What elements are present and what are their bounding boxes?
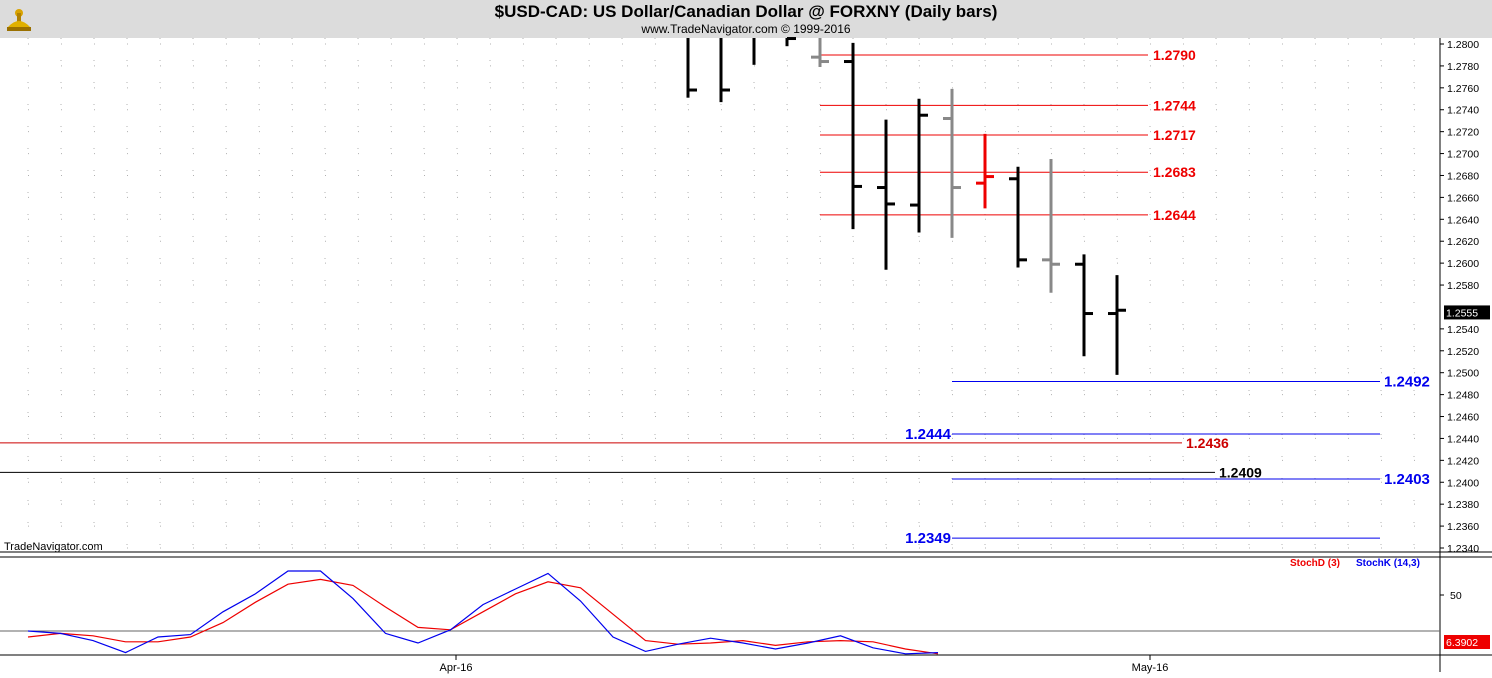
watermark: TradeNavigator.com bbox=[4, 541, 103, 553]
level-label: 1.2790 bbox=[1153, 47, 1196, 63]
price-axis: 1.2800 1.2780 1.2760 1.2740 1.2720 1.2700 1.26… bbox=[1440, 39, 1490, 555]
y-tick-label: 1.2460 bbox=[1447, 412, 1479, 424]
x-tick-label: Apr-16 bbox=[439, 662, 472, 674]
y-tick-label: 1.2800 bbox=[1447, 39, 1479, 51]
y-tick-label: 1.2440 bbox=[1447, 433, 1479, 445]
level-label: 1.2717 bbox=[1153, 127, 1196, 143]
y-tick-label: 1.2580 bbox=[1447, 280, 1479, 292]
y-tick-label: 1.2400 bbox=[1447, 477, 1479, 489]
y-tick-label: 1.2680 bbox=[1447, 170, 1479, 182]
date-axis: Apr-16 May-16 bbox=[439, 655, 1168, 674]
level-label: 1.2436 bbox=[1186, 435, 1229, 451]
support-resistance-levels: 1.2790 1.2744 1.2717 1.2683 1.2644 1.2492 1.24… bbox=[0, 47, 1430, 547]
y-tick-label: 1.2360 bbox=[1447, 521, 1479, 533]
y-tick-label: 1.2520 bbox=[1447, 346, 1479, 358]
stoch-series-line bbox=[27, 570, 939, 655]
level-label: 1.2444 bbox=[905, 426, 952, 443]
stochastic-panel: 50 6.3902 StochD (3) StochK (14,3) bbox=[0, 558, 1490, 655]
trade-navigator-logo-icon bbox=[7, 9, 31, 31]
legend-stochd: StochD (3) bbox=[1290, 558, 1340, 569]
stoch-last-badge bbox=[1444, 635, 1490, 649]
level-label: 1.2409 bbox=[1219, 464, 1262, 480]
y-tick-label: 1.2600 bbox=[1447, 258, 1479, 270]
y-tick-label: 1.2380 bbox=[1447, 499, 1479, 511]
y-tick-label: 1.2540 bbox=[1447, 324, 1479, 336]
y-tick-label: 1.2760 bbox=[1447, 83, 1479, 95]
stoch-tick-label: 50 bbox=[1450, 590, 1462, 602]
x-tick-label: May-16 bbox=[1132, 662, 1169, 674]
last-price-badge bbox=[1444, 305, 1490, 320]
level-label: 1.2744 bbox=[1153, 97, 1196, 113]
level-label: 1.2492 bbox=[1384, 373, 1430, 390]
y-tick-label: 1.2480 bbox=[1447, 390, 1479, 402]
last-price-label: 1.2555 bbox=[1446, 307, 1478, 319]
stoch-series-line bbox=[27, 578, 939, 655]
stoch-last-label: 6.3902 bbox=[1446, 637, 1478, 649]
chart-subtitle: www.TradeNavigator.com © 1999-2016 bbox=[641, 22, 851, 36]
y-tick-label: 1.2500 bbox=[1447, 368, 1479, 380]
title-bar: $USD-CAD: US Dollar/Canadian Dollar @ FO… bbox=[0, 0, 1492, 38]
y-tick-label: 1.2720 bbox=[1447, 127, 1479, 139]
y-tick-label: 1.2700 bbox=[1447, 149, 1479, 161]
price-grid bbox=[0, 38, 1492, 672]
ohlc-bars bbox=[686, 37, 1126, 375]
level-label: 1.2349 bbox=[905, 530, 951, 547]
legend-stochk: StochK (14,3) bbox=[1356, 558, 1420, 569]
y-tick-label: 1.2620 bbox=[1447, 236, 1479, 248]
y-tick-label: 1.2660 bbox=[1447, 192, 1479, 204]
y-tick-label: 1.2640 bbox=[1447, 214, 1479, 226]
chart-title: $USD-CAD: US Dollar/Canadian Dollar @ FO… bbox=[494, 2, 998, 21]
y-tick-label: 1.2340 bbox=[1447, 543, 1479, 555]
level-label: 1.2403 bbox=[1384, 471, 1430, 488]
level-label: 1.2644 bbox=[1153, 207, 1196, 223]
y-tick-label: 1.2740 bbox=[1447, 105, 1479, 117]
y-tick-label: 1.2780 bbox=[1447, 61, 1479, 73]
level-label: 1.2683 bbox=[1153, 164, 1196, 180]
y-tick-label: 1.2420 bbox=[1447, 455, 1479, 467]
